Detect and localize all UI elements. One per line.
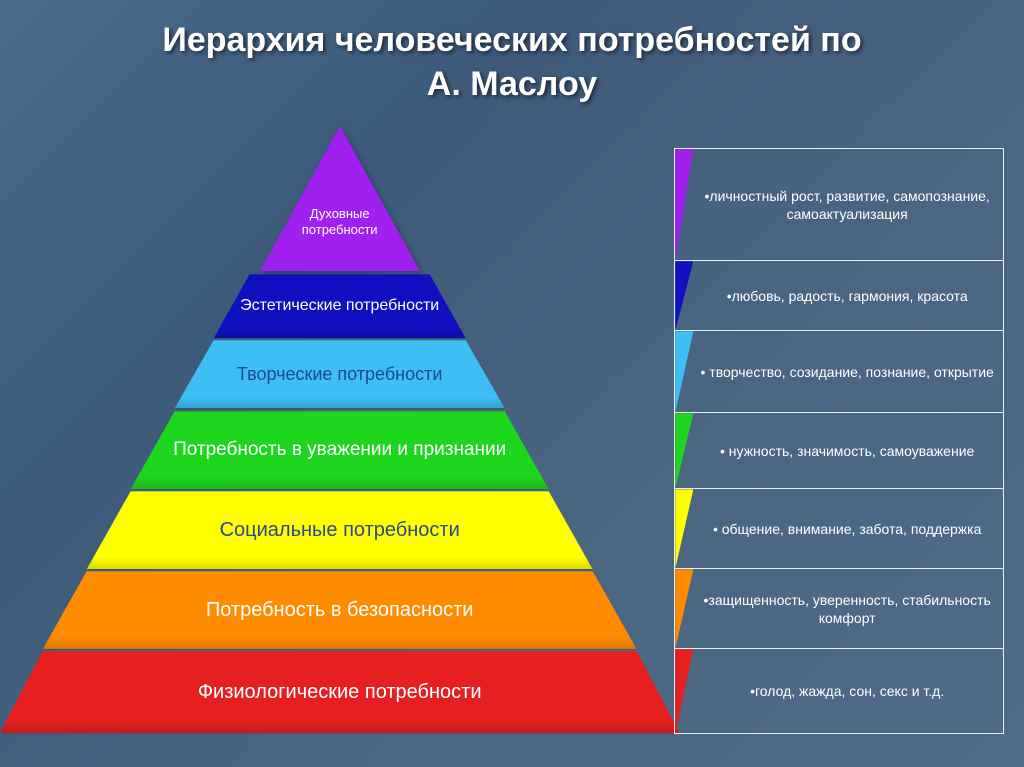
desc-text-spiritual: •личностный рост, развитие, самопознание… — [699, 187, 995, 223]
pyramid-level-safety: Потребность в безопасности — [43, 571, 637, 649]
desc-edge-safety — [675, 569, 693, 648]
desc-text-safety: •защищенность, уверенность, стабильность… — [699, 591, 995, 627]
page-title: Иерархия человеческих потребностей по А.… — [0, 0, 1024, 106]
desc-text-respect: • нужность, значимость, самоуважение — [720, 442, 974, 460]
pyramid-label-physiological: Физиологические потребности — [198, 681, 482, 704]
desc-edge-creative — [675, 331, 693, 412]
title-line-1: Иерархия человеческих потребностей по — [162, 21, 861, 59]
pyramid-label-aesthetic: Эстетические потребности — [240, 297, 439, 315]
pyramid-label-spiritual: Духовные потребности — [290, 206, 390, 237]
desc-edge-social — [675, 489, 693, 568]
maslow-pyramid: Духовные потребности Эстетические потреб… — [20, 126, 659, 736]
desc-box-spiritual: •личностный рост, развитие, самопознание… — [674, 148, 1004, 260]
pyramid-level-creative: Творческие потребности — [175, 340, 505, 408]
desc-box-social: • общение, внимание, забота, поддержка — [674, 488, 1004, 568]
desc-box-creative: • творчество, созидание, познание, откры… — [674, 330, 1004, 412]
title-line-2: А. Маслоу — [427, 65, 597, 103]
desc-edge-aesthetic — [675, 261, 693, 330]
pyramid-level-physiological: Физиологические потребности — [0, 651, 680, 733]
desc-edge-physiological — [675, 649, 693, 733]
pyramid-label-creative: Творческие потребности — [237, 364, 443, 385]
desc-text-social: • общение, внимание, забота, поддержка — [713, 520, 981, 538]
desc-edge-respect — [675, 413, 693, 488]
pyramid-level-social: Социальные потребности — [87, 491, 593, 569]
pyramid-label-social: Социальные потребности — [220, 519, 460, 542]
pyramid-level-respect: Потребность в уважении и признании — [131, 411, 549, 489]
pyramid-label-respect: Потребность в уважении и признании — [173, 439, 506, 461]
content-area: Духовные потребности Эстетические потреб… — [0, 106, 1024, 736]
desc-text-aesthetic: •любовь, радость, гармония, красота — [727, 287, 968, 305]
desc-edge-spiritual — [675, 149, 693, 260]
desc-box-aesthetic: •любовь, радость, гармония, красота — [674, 260, 1004, 330]
pyramid-level-spiritual: Духовные потребности — [260, 126, 420, 271]
desc-box-respect: • нужность, значимость, самоуважение — [674, 412, 1004, 488]
desc-text-physiological: •голод, жажда, сон, секс и т.д. — [750, 682, 944, 700]
desc-text-creative: • творчество, созидание, познание, откры… — [701, 363, 994, 381]
descriptions-panel: •личностный рост, развитие, самопознание… — [674, 126, 1004, 736]
desc-box-physiological: •голод, жажда, сон, секс и т.д. — [674, 648, 1004, 734]
pyramid-level-aesthetic: Эстетические потребности — [214, 274, 466, 338]
pyramid-label-safety: Потребность в безопасности — [206, 599, 474, 622]
desc-box-safety: •защищенность, уверенность, стабильность… — [674, 568, 1004, 648]
